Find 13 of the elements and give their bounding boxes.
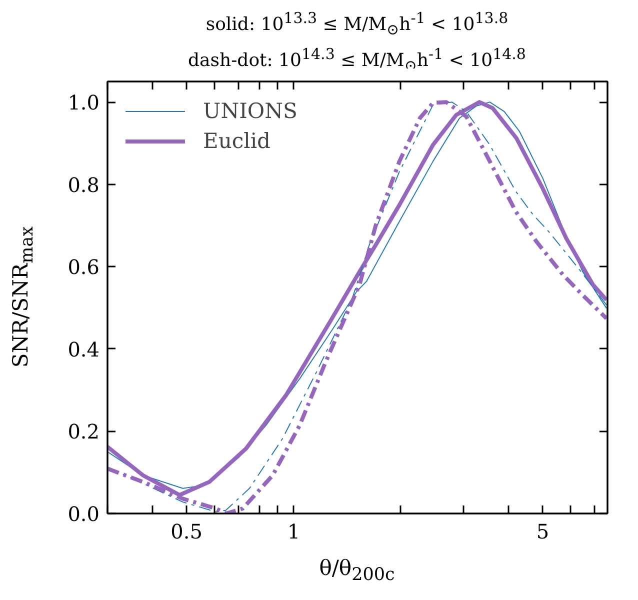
- y-tick-label: 0.2: [68, 420, 100, 444]
- y-tick-label: 0.0: [68, 502, 100, 526]
- x-tick-label: 0.5: [170, 520, 202, 544]
- x-tick-label: 1: [287, 520, 300, 544]
- y-tick-label: 0.6: [68, 255, 100, 280]
- legend-label: Euclid: [203, 129, 270, 153]
- y-tick-label: 0.8: [68, 172, 100, 197]
- y-tick-label: 1.0: [68, 90, 100, 115]
- x-tick-label: 5: [536, 520, 550, 544]
- y-tick-label: 0.4: [68, 337, 100, 362]
- chart-title: solid: 10$^{13.3}$ ≤ M/M$_{⊙}$h$^{-1}$ < 10$^{13.8}$: [206, 9, 508, 39]
- x-axis-title: θ/θ$_{200c}$: [318, 555, 396, 588]
- legend-label: UNIONS: [203, 99, 298, 123]
